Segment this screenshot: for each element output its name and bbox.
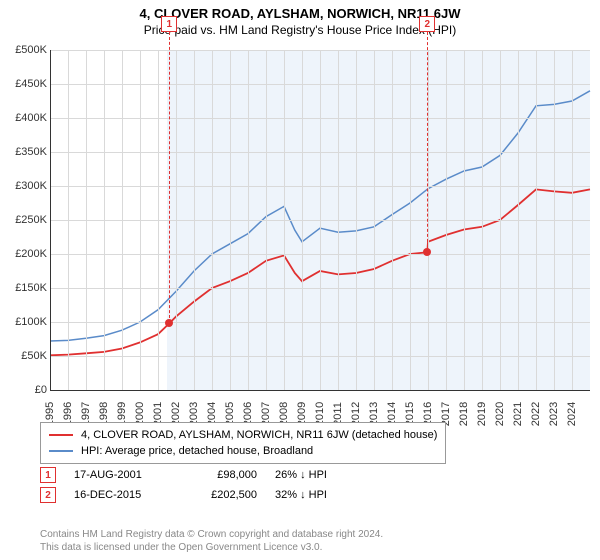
callout-table-row: 1 17-AUG-2001 £98,000 26% ↓ HPI <box>40 465 365 485</box>
gridline-v <box>302 50 303 390</box>
footer-line: Contains HM Land Registry data © Crown c… <box>40 528 383 541</box>
gridline-v <box>140 50 141 390</box>
y-axis-label: £100K <box>2 316 47 328</box>
callout-price: £98,000 <box>187 465 257 485</box>
legend-label: HPI: Average price, detached house, Broa… <box>81 443 313 459</box>
gridline-v <box>50 50 51 390</box>
x-axis-label: 2018 <box>458 402 470 426</box>
gridline-v <box>338 50 339 390</box>
marker-dot <box>423 248 431 256</box>
legend-row: 4, CLOVER ROAD, AYLSHAM, NORWICH, NR11 6… <box>49 427 437 443</box>
title-sub: Price paid vs. HM Land Registry's House … <box>0 23 600 37</box>
y-axis-label: £450K <box>2 78 47 90</box>
gridline-v <box>320 50 321 390</box>
x-axis-label: 2019 <box>476 402 488 426</box>
callout-number: 2 <box>40 487 56 503</box>
y-axis-label: £250K <box>2 214 47 226</box>
gridline-v <box>194 50 195 390</box>
callout-date: 16-DEC-2015 <box>74 485 169 505</box>
y-axis-label: £300K <box>2 180 47 192</box>
gridline-v <box>68 50 69 390</box>
marker-dot <box>165 319 173 327</box>
y-axis-label: £150K <box>2 282 47 294</box>
gridline-v <box>122 50 123 390</box>
title-main: 4, CLOVER ROAD, AYLSHAM, NORWICH, NR11 6… <box>0 6 600 21</box>
x-axis-label: 2023 <box>548 402 560 426</box>
gridline-v <box>392 50 393 390</box>
gridline-v <box>446 50 447 390</box>
gridline-v <box>572 50 573 390</box>
x-axis-label: 2022 <box>530 402 542 426</box>
y-axis-label: £200K <box>2 248 47 260</box>
gridline-v <box>158 50 159 390</box>
gridline-v <box>374 50 375 390</box>
callout-delta: 26% ↓ HPI <box>275 465 365 485</box>
y-axis-label: £50K <box>2 350 47 362</box>
gridline-v <box>230 50 231 390</box>
x-axis-label: 2024 <box>566 402 578 426</box>
gridline-v <box>410 50 411 390</box>
gridline-v <box>536 50 537 390</box>
gridline-v <box>500 50 501 390</box>
gridline-v <box>356 50 357 390</box>
gridline-h <box>50 390 590 391</box>
callout-line <box>427 32 428 252</box>
y-axis-label: £400K <box>2 112 47 124</box>
callout-box: 2 <box>419 16 435 32</box>
chart-area: £0£50K£100K£150K£200K£250K£300K£350K£400… <box>50 50 590 390</box>
callout-date: 17-AUG-2001 <box>74 465 169 485</box>
chart-container: 4, CLOVER ROAD, AYLSHAM, NORWICH, NR11 6… <box>0 0 600 560</box>
y-axis-label: £500K <box>2 44 47 56</box>
gridline-v <box>176 50 177 390</box>
callout-delta: 32% ↓ HPI <box>275 485 365 505</box>
gridline-v <box>86 50 87 390</box>
gridline-v <box>482 50 483 390</box>
legend-swatch <box>49 450 73 452</box>
callout-line <box>169 32 170 323</box>
callout-box: 1 <box>161 16 177 32</box>
legend: 4, CLOVER ROAD, AYLSHAM, NORWICH, NR11 6… <box>40 422 446 464</box>
gridline-v <box>284 50 285 390</box>
x-axis-label: 2021 <box>512 402 524 426</box>
footer-line: This data is licensed under the Open Gov… <box>40 541 383 554</box>
gridline-v <box>518 50 519 390</box>
callout-number: 1 <box>40 467 56 483</box>
y-axis-label: £0 <box>2 384 47 396</box>
legend-label: 4, CLOVER ROAD, AYLSHAM, NORWICH, NR11 6… <box>81 427 437 443</box>
gridline-v <box>248 50 249 390</box>
gridline-v <box>104 50 105 390</box>
x-axis-label: 2020 <box>494 402 506 426</box>
footer: Contains HM Land Registry data © Crown c… <box>40 528 383 554</box>
gridline-v <box>464 50 465 390</box>
callout-table: 1 17-AUG-2001 £98,000 26% ↓ HPI 2 16-DEC… <box>40 465 365 505</box>
legend-row: HPI: Average price, detached house, Broa… <box>49 443 437 459</box>
titles: 4, CLOVER ROAD, AYLSHAM, NORWICH, NR11 6… <box>0 0 600 37</box>
legend-swatch <box>49 434 73 436</box>
y-axis-label: £350K <box>2 146 47 158</box>
gridline-v <box>554 50 555 390</box>
gridline-v <box>266 50 267 390</box>
callout-price: £202,500 <box>187 485 257 505</box>
gridline-v <box>212 50 213 390</box>
callout-table-row: 2 16-DEC-2015 £202,500 32% ↓ HPI <box>40 485 365 505</box>
